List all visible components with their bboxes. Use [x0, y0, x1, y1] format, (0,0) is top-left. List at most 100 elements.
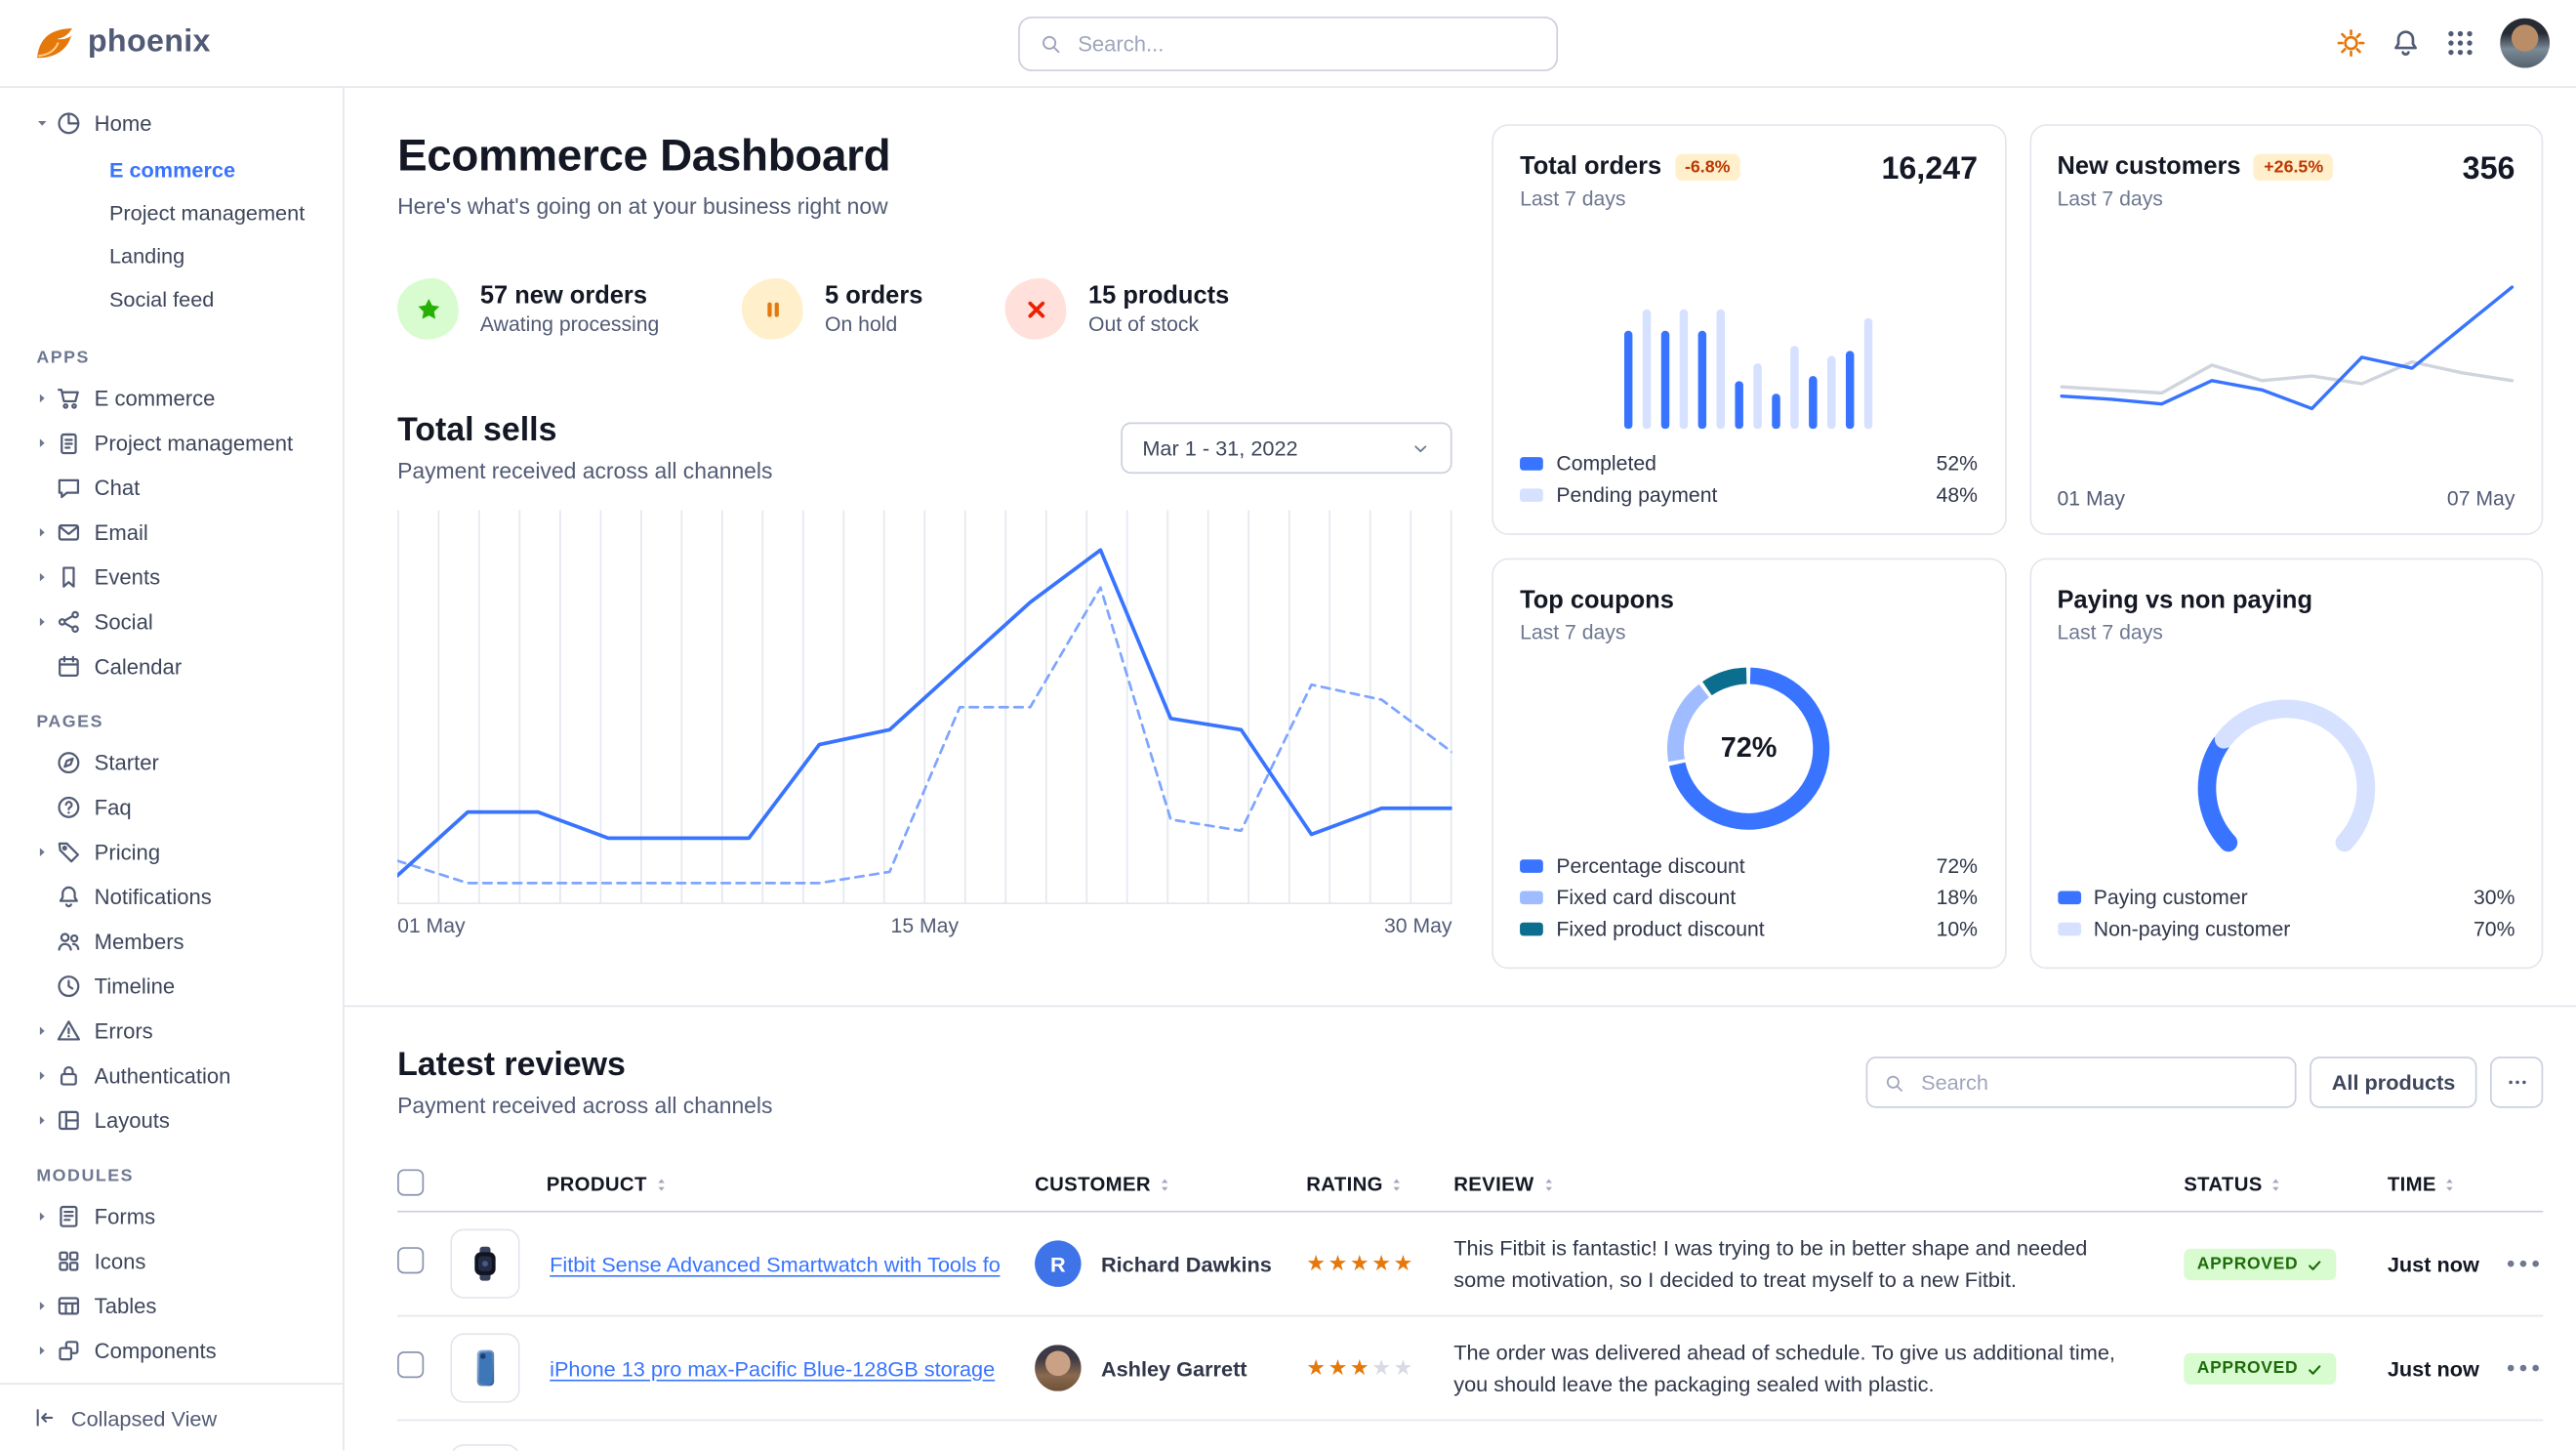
column-header-rating[interactable]: RATING [1306, 1173, 1453, 1196]
sidebar-item-timeline[interactable]: Timeline [0, 964, 343, 1009]
sidebar-item-label: Pricing [94, 839, 161, 865]
sidebar-item-faq[interactable]: Faq [0, 785, 343, 830]
users-icon [57, 930, 81, 954]
sidebar-item-starter[interactable]: Starter [0, 740, 343, 785]
caret-spacer [35, 978, 57, 993]
sidebar-item-home[interactable]: Home [0, 101, 343, 145]
total-sells-title: Total sells [397, 412, 557, 449]
rating-stars: ★★★★★ [1306, 1354, 1453, 1381]
legend-item-completed: Completed 52% [1520, 449, 1978, 479]
components-icon [57, 1338, 81, 1362]
column-header-status[interactable]: STATUS [2184, 1173, 2388, 1196]
product-link[interactable]: Fitbit Sense Advanced Smartwatch with To… [550, 1251, 1001, 1276]
product-image-smartwatch [450, 1228, 520, 1299]
sidebar-item-label: Errors [94, 1018, 153, 1044]
user-avatar[interactable] [2500, 18, 2551, 68]
reviews-actions: All products [1866, 1057, 2544, 1108]
ellipsis-h-icon [2506, 1071, 2527, 1093]
sidebar-item-social[interactable]: Social [0, 600, 343, 644]
sidebar-item-label: Layouts [94, 1107, 170, 1134]
sidebar-item-errors[interactable]: Errors [0, 1009, 343, 1054]
reviews-title: Latest reviews [397, 1046, 626, 1084]
legend-item-fixed-product-discount: Fixed product discount 10% [1520, 914, 1978, 944]
x-icon [1005, 277, 1067, 340]
brand[interactable]: phoenix [33, 21, 211, 64]
notifications-button[interactable] [2391, 28, 2421, 59]
column-header-customer[interactable]: CUSTOMER [1035, 1173, 1306, 1196]
x-axis-label: 07 May [2446, 486, 2515, 511]
total-orders-value: 16,247 [1881, 152, 1979, 187]
total-orders-legend: Completed 52% Pending payment 48% [1520, 449, 1978, 511]
caret-spacer [35, 755, 57, 769]
row-actions-button[interactable] [2504, 1244, 2544, 1284]
collapse-view-toggle[interactable]: Collapsed View [0, 1383, 344, 1451]
sidebar-item-members[interactable]: Members [0, 919, 343, 964]
reviews-search-input[interactable] [1917, 1068, 2279, 1097]
sidebar-item-pricing[interactable]: Pricing [0, 830, 343, 875]
legend-label: Non-paying customer [2093, 917, 2291, 941]
stat-caption: Out of stock [1088, 312, 1200, 337]
total-orders-change-badge: -6.8% [1674, 152, 1740, 181]
all-products-filter-button[interactable]: All products [2310, 1057, 2477, 1108]
collapse-label: Collapsed View [70, 1405, 218, 1430]
brand-name: phoenix [87, 24, 211, 61]
sort-icon [652, 1175, 671, 1193]
sidebar-item-components[interactable]: Components [0, 1328, 343, 1373]
sidebar-item-layouts[interactable]: Layouts [0, 1099, 343, 1143]
sidebar-item-label: Starter [94, 750, 159, 775]
main-content: Ecommerce Dashboard Here's what's going … [344, 88, 2576, 1451]
sidebar-item-landing[interactable]: Landing [108, 242, 185, 268]
legend-swatch [2057, 922, 2081, 936]
select-all-checkbox[interactable] [397, 1168, 425, 1195]
theme-toggle-button[interactable] [2336, 28, 2366, 59]
paying-vs-nonpaying-card: Paying vs non paying Last 7 days Paying … [2028, 558, 2544, 970]
review-text: This Fitbit is fantastic! I was trying t… [1453, 1235, 2088, 1292]
sidebar-item-authentication[interactable]: Authentication [0, 1054, 343, 1099]
total-sells-x-labels: 01 May 15 May 30 May [397, 914, 1452, 937]
sidebar-item-tables[interactable]: Tables [0, 1284, 343, 1329]
reviews-header: Latest reviews Payment received across a… [397, 1046, 2544, 1118]
row-checkbox[interactable] [397, 1246, 425, 1273]
stat-out-of-stock: 15 products Out of stock [1005, 277, 1229, 340]
sidebar-item-chat[interactable]: Chat [0, 466, 343, 511]
sidebar-item-social-feed[interactable]: Social feed [108, 285, 215, 311]
sidebar-item-project-management[interactable]: Project management [108, 199, 306, 225]
stat-caption: On hold [824, 312, 898, 337]
column-header-review[interactable]: REVIEW [1453, 1173, 2184, 1196]
reviews-more-button[interactable] [2490, 1057, 2544, 1108]
caret-right-icon [35, 1344, 57, 1358]
chat-icon [57, 476, 81, 500]
sun-icon [2336, 28, 2366, 59]
global-search-input[interactable] [1074, 28, 1537, 58]
row-checkbox[interactable] [397, 1350, 425, 1378]
row-actions-button[interactable] [2504, 1348, 2544, 1389]
sidebar-item-notifications[interactable]: Notifications [0, 875, 343, 920]
sidebar-item-icons[interactable]: Icons [0, 1239, 343, 1284]
sidebar-item-project-management[interactable]: Project management [0, 421, 343, 466]
column-label: TIME [2387, 1172, 2436, 1196]
sidebar-item-forms[interactable]: Forms [0, 1194, 343, 1239]
customer-name: Richard Dawkins [1100, 1251, 1272, 1276]
total-sells-header: Total sells Payment received across all … [397, 412, 1452, 483]
legend-value: 18% [1936, 886, 1979, 910]
date-range-select[interactable]: Mar 1 - 31, 2022 [1121, 422, 1452, 475]
star-icon: ★ [1371, 1250, 1394, 1276]
pause-icon [742, 277, 803, 340]
sidebar-item-email[interactable]: Email [0, 510, 343, 555]
global-search[interactable] [1018, 16, 1559, 71]
bell-icon [57, 885, 81, 909]
reviews-table: PRODUCT CUSTOMER RATING REVIEW STATUS TIME Fit… [397, 1158, 2544, 1451]
column-header-time[interactable]: TIME [2388, 1173, 2504, 1196]
card-title: Top coupons [1520, 586, 1674, 615]
sidebar-item-e-commerce[interactable]: E commerce [0, 376, 343, 421]
column-header-product[interactable]: PRODUCT [450, 1173, 1035, 1196]
stats-row: 57 new orders Awating processing 5 orders O… [397, 277, 1452, 340]
sidebar-item-e-commerce[interactable]: E commerce [108, 156, 236, 182]
legend-label: Completed [1556, 452, 1656, 476]
new-customers-value: 356 [2462, 152, 2515, 187]
reviews-search[interactable] [1866, 1057, 2298, 1108]
sidebar-item-calendar[interactable]: Calendar [0, 644, 343, 689]
product-link[interactable]: iPhone 13 pro max-Pacific Blue-128GB sto… [550, 1355, 996, 1381]
apps-menu-button[interactable] [2445, 28, 2475, 59]
sidebar-item-events[interactable]: Events [0, 555, 343, 600]
